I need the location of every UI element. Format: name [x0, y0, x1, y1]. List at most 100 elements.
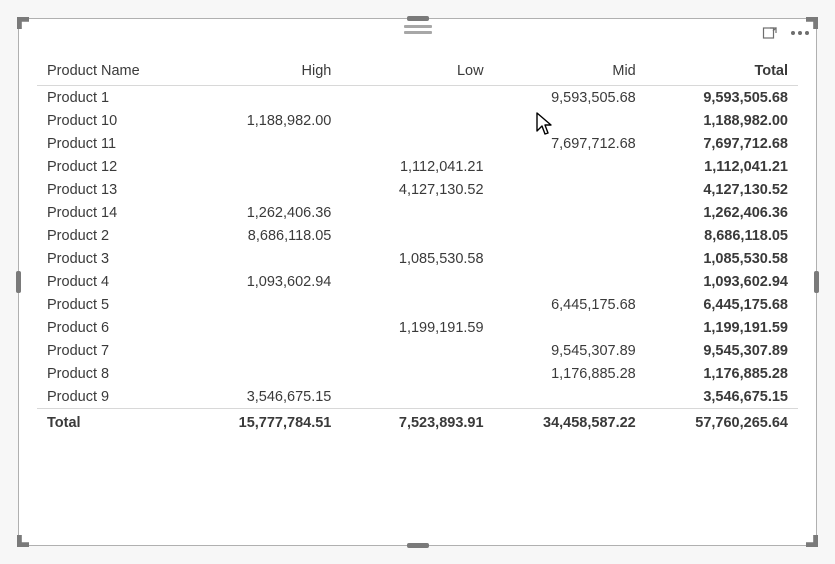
cell-product-name[interactable]: Product 11 — [37, 132, 189, 155]
cell-mid[interactable] — [494, 109, 646, 132]
cell-low[interactable] — [341, 385, 493, 409]
cell-product-name[interactable]: Product 13 — [37, 178, 189, 201]
cell-mid[interactable]: 7,697,712.68 — [494, 132, 646, 155]
cell-product-name[interactable]: Product 10 — [37, 109, 189, 132]
cell-low[interactable] — [341, 109, 493, 132]
cell-low[interactable] — [341, 224, 493, 247]
cell-total[interactable]: 1,188,982.00 — [646, 109, 798, 132]
table-row[interactable]: Product 28,686,118.058,686,118.05 — [37, 224, 798, 247]
matrix-visual[interactable]: Product Name High Low Mid Total Product … — [18, 18, 817, 546]
cell-mid[interactable]: 6,445,175.68 — [494, 293, 646, 316]
more-options-icon[interactable] — [790, 23, 810, 43]
cell-high[interactable] — [189, 247, 341, 270]
cell-product-name[interactable]: Product 3 — [37, 247, 189, 270]
cell-low[interactable] — [341, 132, 493, 155]
cell-mid[interactable]: 9,593,505.68 — [494, 86, 646, 110]
cell-total[interactable]: 9,593,505.68 — [646, 86, 798, 110]
cell-mid[interactable]: 9,545,307.89 — [494, 339, 646, 362]
table-row[interactable]: Product 93,546,675.153,546,675.15 — [37, 385, 798, 409]
cell-low[interactable]: 1,199,191.59 — [341, 316, 493, 339]
table-row[interactable]: Product 11 7,697,712.687,697,712.68 — [37, 132, 798, 155]
table-row[interactable]: Product 141,262,406.361,262,406.36 — [37, 201, 798, 224]
cell-product-name[interactable]: Product 9 — [37, 385, 189, 409]
cell-product-name[interactable]: Product 4 — [37, 270, 189, 293]
cell-product-name[interactable]: Product 2 — [37, 224, 189, 247]
resize-handle-bottom-center[interactable] — [407, 543, 429, 548]
cell-low[interactable] — [341, 339, 493, 362]
resize-handle-bottom-right[interactable] — [806, 535, 818, 547]
cell-total[interactable]: 4,127,130.52 — [646, 178, 798, 201]
cell-high[interactable]: 1,188,982.00 — [189, 109, 341, 132]
focus-mode-icon[interactable] — [760, 23, 780, 43]
cell-product-name[interactable]: Product 5 — [37, 293, 189, 316]
cell-total[interactable]: 1,176,885.28 — [646, 362, 798, 385]
cell-total[interactable]: 1,262,406.36 — [646, 201, 798, 224]
table-row[interactable]: Product 6 1,199,191.59 1,199,191.59 — [37, 316, 798, 339]
table-row[interactable]: Product 5 6,445,175.686,445,175.68 — [37, 293, 798, 316]
cell-product-name[interactable]: Product 1 — [37, 86, 189, 110]
cell-product-name[interactable]: Product 12 — [37, 155, 189, 178]
column-header-product-name[interactable]: Product Name — [37, 55, 189, 86]
cell-high[interactable]: 1,093,602.94 — [189, 270, 341, 293]
cell-product-name[interactable]: Product 7 — [37, 339, 189, 362]
cell-high[interactable]: 3,546,675.15 — [189, 385, 341, 409]
column-header-mid[interactable]: Mid — [494, 55, 646, 86]
cell-low[interactable]: 1,112,041.21 — [341, 155, 493, 178]
cell-product-name[interactable]: Product 14 — [37, 201, 189, 224]
cell-mid[interactable] — [494, 155, 646, 178]
cell-low[interactable]: 4,127,130.52 — [341, 178, 493, 201]
table-row[interactable]: Product 7 9,545,307.899,545,307.89 — [37, 339, 798, 362]
cell-high[interactable] — [189, 86, 341, 110]
cell-total[interactable]: 3,546,675.15 — [646, 385, 798, 409]
cell-low[interactable]: 1,085,530.58 — [341, 247, 493, 270]
cell-mid[interactable] — [494, 270, 646, 293]
table-row[interactable]: Product 12 1,112,041.21 1,112,041.21 — [37, 155, 798, 178]
column-header-total[interactable]: Total — [646, 55, 798, 86]
cell-high[interactable] — [189, 293, 341, 316]
cell-total[interactable]: 8,686,118.05 — [646, 224, 798, 247]
resize-handle-middle-right[interactable] — [814, 271, 819, 293]
cell-high[interactable] — [189, 339, 341, 362]
table-total-row[interactable]: Total15,777,784.517,523,893.9134,458,587… — [37, 409, 798, 435]
cell-total[interactable]: 1,199,191.59 — [646, 316, 798, 339]
table-row[interactable]: Product 8 1,176,885.281,176,885.28 — [37, 362, 798, 385]
cell-high[interactable] — [189, 155, 341, 178]
cell-total[interactable]: 1,093,602.94 — [646, 270, 798, 293]
resize-handle-middle-left[interactable] — [16, 271, 21, 293]
drag-grip-icon[interactable] — [404, 25, 432, 34]
cell-total[interactable]: 1,085,530.58 — [646, 247, 798, 270]
cell-total[interactable]: 1,112,041.21 — [646, 155, 798, 178]
resize-handle-bottom-left[interactable] — [17, 535, 29, 547]
cell-total[interactable]: 6,445,175.68 — [646, 293, 798, 316]
cell-low[interactable] — [341, 293, 493, 316]
table-row[interactable]: Product 1 9,593,505.689,593,505.68 — [37, 86, 798, 110]
cell-low[interactable] — [341, 201, 493, 224]
table-row[interactable]: Product 41,093,602.941,093,602.94 — [37, 270, 798, 293]
cell-low[interactable] — [341, 362, 493, 385]
cell-high[interactable] — [189, 362, 341, 385]
cell-product-name[interactable]: Product 6 — [37, 316, 189, 339]
matrix-table[interactable]: Product Name High Low Mid Total Product … — [37, 55, 798, 435]
table-row[interactable]: Product 13 4,127,130.52 4,127,130.52 — [37, 178, 798, 201]
cell-high[interactable]: 8,686,118.05 — [189, 224, 341, 247]
cell-mid[interactable] — [494, 247, 646, 270]
cell-high[interactable]: 1,262,406.36 — [189, 201, 341, 224]
column-header-low[interactable]: Low — [341, 55, 493, 86]
cell-mid[interactable] — [494, 316, 646, 339]
table-row[interactable]: Product 3 1,085,530.58 1,085,530.58 — [37, 247, 798, 270]
cell-mid[interactable] — [494, 178, 646, 201]
cell-total[interactable]: 9,545,307.89 — [646, 339, 798, 362]
cell-total[interactable]: 7,697,712.68 — [646, 132, 798, 155]
table-row[interactable]: Product 101,188,982.001,188,982.00 — [37, 109, 798, 132]
column-header-high[interactable]: High — [189, 55, 341, 86]
cell-high[interactable] — [189, 132, 341, 155]
cell-low[interactable] — [341, 270, 493, 293]
cell-high[interactable] — [189, 316, 341, 339]
cell-mid[interactable] — [494, 201, 646, 224]
cell-mid[interactable] — [494, 224, 646, 247]
cell-product-name[interactable]: Product 8 — [37, 362, 189, 385]
cell-mid[interactable]: 1,176,885.28 — [494, 362, 646, 385]
cell-high[interactable] — [189, 178, 341, 201]
cell-mid[interactable] — [494, 385, 646, 409]
cell-low[interactable] — [341, 86, 493, 110]
